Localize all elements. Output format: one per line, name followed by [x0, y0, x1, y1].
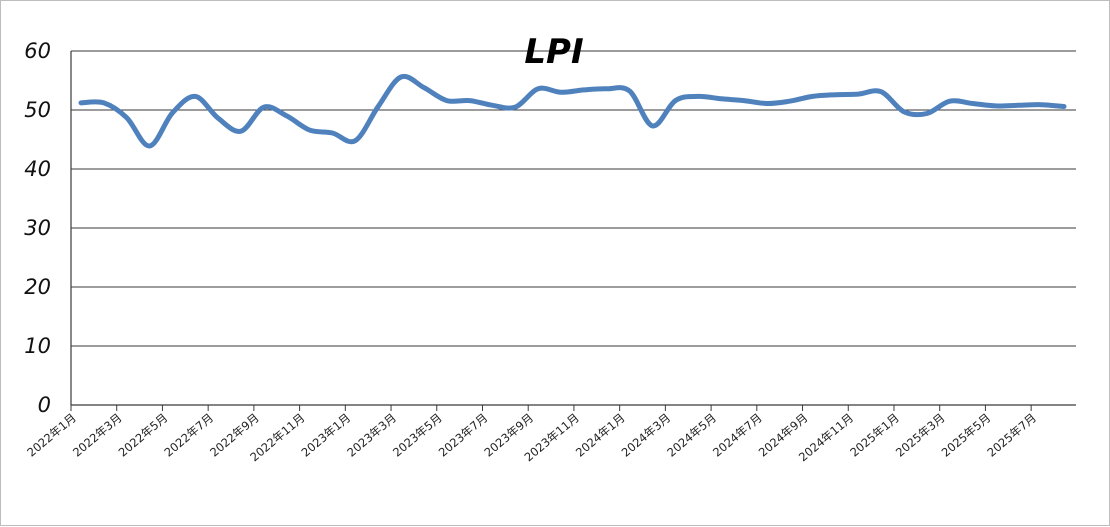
x-tick-label: 2023年7月 — [436, 411, 491, 460]
x-tick-label: 2022年1月 — [24, 411, 79, 460]
series-line-lpi — [78, 73, 1067, 149]
x-tick-label: 2023年3月 — [344, 411, 399, 460]
x-tick-label: 2024年3月 — [619, 411, 674, 460]
x-tick-label: 2023年1月 — [299, 411, 354, 460]
y-tick-label: 40 — [24, 157, 51, 181]
y-tick-label: 0 — [38, 393, 51, 417]
y-tick-label: 20 — [24, 275, 51, 299]
x-tick-label: 2024年1月 — [573, 411, 628, 460]
x-axis-tick-labels: 2022年1月2022年3月2022年5月2022年7月2022年9月2022年… — [24, 411, 1039, 465]
gridlines — [71, 50, 1076, 347]
y-tick-label: 10 — [24, 334, 51, 358]
y-tick-label: 50 — [24, 98, 51, 122]
x-tick-label: 2025年3月 — [893, 411, 948, 460]
x-tick-label: 2024年5月 — [664, 411, 719, 460]
x-tick-label: 2022年7月 — [161, 411, 216, 460]
x-tick-label: 2025年7月 — [984, 411, 1039, 460]
x-tick-label: 2025年1月 — [847, 411, 902, 460]
x-tick-label: 2022年3月 — [70, 411, 125, 460]
chart-title: LPI — [524, 32, 583, 72]
x-axis-ticks — [70, 405, 1032, 411]
x-tick-label: 2022年5月 — [116, 411, 171, 460]
y-tick-label: 60 — [24, 39, 51, 63]
x-tick-label: 2024年7月 — [710, 411, 765, 460]
x-tick-label: 2023年5月 — [390, 411, 445, 460]
y-tick-label: 30 — [24, 216, 51, 240]
x-tick-label: 2025年5月 — [939, 411, 994, 460]
y-axis-ticks: 0 10 20 30 40 50 60 — [24, 39, 51, 417]
